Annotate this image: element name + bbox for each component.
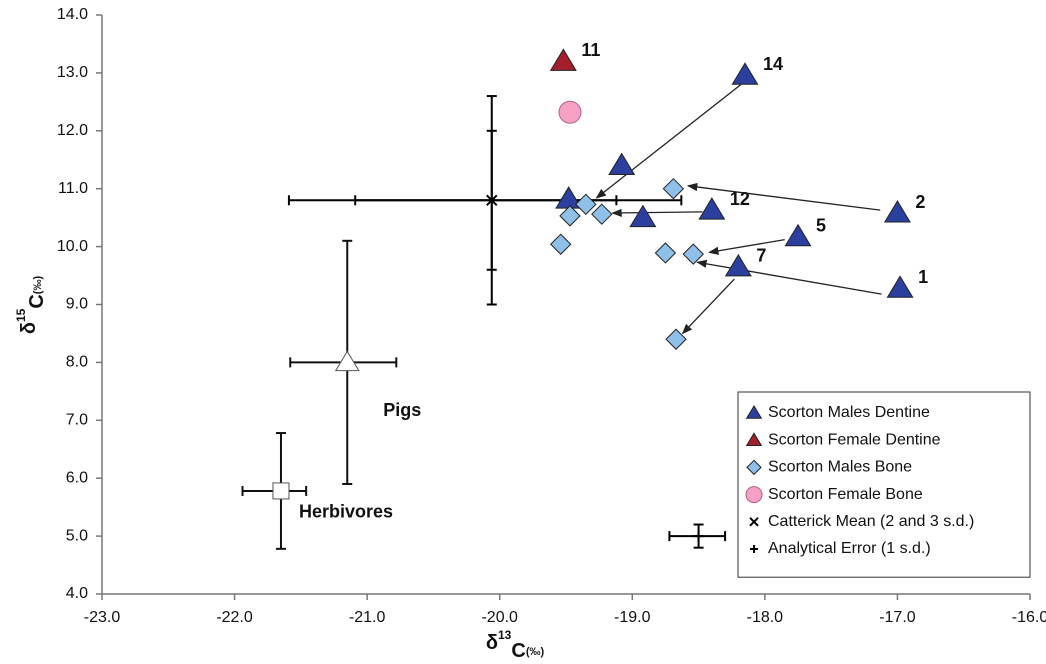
point (784, 223, 812, 247)
y-tick-label: 5.0 (66, 527, 88, 544)
ylabel-sub: (‰) (32, 276, 44, 295)
legend-marker (745, 405, 763, 419)
legend-label: Scorton Males Dentine (768, 404, 930, 421)
point (731, 62, 759, 85)
legend-marker (746, 459, 762, 476)
y-tick-label: 14.0 (57, 6, 88, 23)
legend-label: Analytical Error (1 s.d.) (768, 540, 931, 557)
y-tick-label: 12.0 (57, 122, 88, 139)
point (662, 177, 685, 200)
point (549, 48, 577, 71)
point-label: 14 (763, 54, 783, 74)
arrow (611, 208, 703, 218)
point (886, 275, 914, 298)
y-tick-label: 11.0 (58, 180, 88, 197)
point (549, 233, 572, 255)
ylabel-sup: 15 (14, 308, 28, 322)
point-label: 12 (730, 189, 750, 209)
xlabel-main: δ (486, 632, 498, 654)
x-tick-label: -21.0 (349, 609, 386, 626)
point (559, 205, 581, 227)
point (558, 100, 582, 124)
ylabel-base: C (26, 294, 48, 308)
reference-label: Pigs (383, 400, 421, 420)
point (692, 530, 705, 543)
reference-marker (272, 482, 290, 500)
xlabel-sub: (‰) (526, 646, 545, 658)
point (575, 193, 597, 216)
ylabel-label: δ15C(‰) (14, 276, 48, 335)
point (608, 152, 636, 176)
point (665, 328, 687, 350)
arrow (686, 182, 881, 211)
y-tick-label: 9.0 (66, 296, 88, 313)
arrow (696, 259, 882, 295)
x-tick-label: -16.0 (1012, 609, 1046, 626)
x-tick-label: -19.0 (614, 609, 651, 626)
point-label: 2 (915, 192, 925, 212)
arrow (681, 278, 735, 335)
y-tick-label: 8.0 (66, 354, 88, 371)
point-label: 5 (816, 216, 826, 236)
legend-label: Catterick Mean (2 and 3 s.d.) (768, 513, 974, 530)
point (698, 197, 726, 220)
point (591, 203, 613, 225)
point-label: 1 (918, 267, 928, 287)
y-tick-label: 13.0 (57, 64, 88, 81)
point (654, 242, 677, 264)
legend-marker (745, 432, 763, 446)
point (682, 243, 704, 265)
x-tick-label: -20.0 (481, 609, 518, 626)
arrow (708, 239, 785, 255)
xlabel-base: C (511, 640, 525, 662)
point-label: 11 (581, 40, 600, 60)
point-label: 7 (756, 246, 766, 266)
legend-marker (745, 486, 763, 504)
point (629, 204, 657, 228)
x-tick-label: -17.0 (879, 609, 916, 626)
arrow (595, 83, 742, 199)
legend-label: Scorton Female Dentine (768, 431, 941, 448)
legend-marker (749, 517, 759, 527)
point (883, 200, 911, 223)
x-tick-label: -23.0 (84, 609, 121, 626)
y-tick-label: 6.0 (66, 469, 88, 486)
point (486, 194, 498, 206)
legend-box (737, 391, 1031, 578)
legend-marker (750, 545, 758, 553)
y-tick-label: 10.0 (57, 238, 88, 255)
y-tick-label: 7.0 (66, 412, 88, 429)
xlabel-sup: 13 (498, 628, 512, 642)
reference-label: Herbivores (299, 502, 393, 522)
xlabel-label: δ13C(‰) (486, 628, 545, 662)
y-tick-label: 4.0 (66, 585, 88, 602)
point (724, 253, 752, 277)
x-tick-label: -18.0 (747, 609, 784, 626)
legend-label: Scorton Female Bone (768, 486, 923, 503)
reference-marker (334, 350, 360, 372)
ylabel-main: δ (18, 322, 40, 334)
legend-label: Scorton Males Bone (768, 459, 912, 476)
x-tick-label: -22.0 (216, 609, 253, 626)
